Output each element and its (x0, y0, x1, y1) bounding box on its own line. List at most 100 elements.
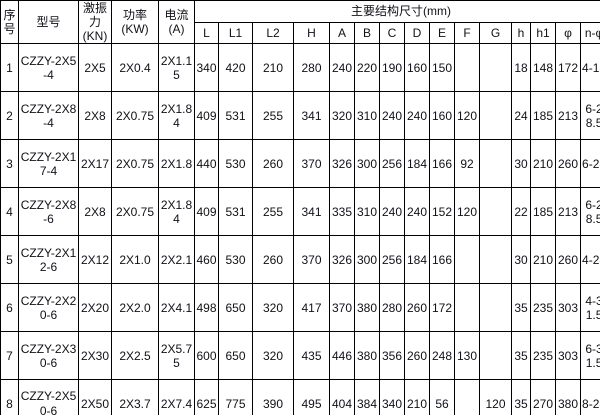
cell-C: 340 (379, 379, 405, 415)
cell-L: 625 (194, 379, 219, 415)
cell-L: 409 (194, 91, 219, 141)
cell-power: 2X0.75 (111, 91, 159, 141)
header-dim-phi: φ (555, 21, 581, 45)
cell-h: 24 (511, 91, 531, 141)
cell-force: 2X8 (78, 91, 112, 141)
cell-B: 380 (354, 331, 380, 381)
cell-power: 2X2.0 (111, 283, 159, 333)
cell-L1: 531 (218, 187, 253, 237)
cell-D: 160 (404, 43, 430, 93)
cell-nphi: 4-18 (579, 43, 600, 93)
cell-nphi: 6-28 (579, 139, 600, 189)
cell-F: 120 (454, 91, 480, 141)
cell-H: 370 (293, 139, 330, 189)
cell-index: 8 (0, 379, 19, 415)
cell-force: 2X20 (78, 283, 112, 333)
cell-A: 326 (329, 235, 355, 285)
cell-F (454, 235, 480, 285)
header-row-group: 序号 型号 激振力(KN) 功率(KW) 电流(A) 主要结构尺寸(mm) 重量… (0, 0, 600, 45)
cell-nphi: 6-28.5 (579, 187, 600, 237)
cell-F (454, 283, 480, 333)
cell-H: 280 (293, 43, 330, 93)
header-dim-B: B (354, 21, 380, 45)
cell-L: 409 (194, 187, 219, 237)
cell-E: 172 (429, 283, 455, 333)
cell-h1: 148 (530, 43, 556, 93)
table-row: 7 CZZY-2X30-6 2X30 2X2.5 2X5.75 600 650 320 435 4… (0, 331, 600, 381)
cell-F (454, 43, 480, 93)
cell-model: CZZY-2X8-6 (18, 187, 79, 237)
cell-current: 2X1.15 (158, 43, 195, 93)
cell-index: 7 (0, 331, 19, 381)
cell-B: 220 (354, 43, 380, 93)
table-row: 8 CZZY-2X50-6 2X50 2X3.7 2X7.4 625 775 390 495 40… (0, 379, 600, 415)
cell-phi: 303 (555, 283, 581, 333)
cell-E: 56 (429, 379, 455, 415)
cell-G: 120 (479, 379, 512, 415)
cell-E: 150 (429, 43, 455, 93)
cell-power: 2X0.75 (111, 187, 159, 237)
cell-L1: 775 (218, 379, 253, 415)
cell-E: 160 (429, 91, 455, 141)
cell-force: 2X8 (78, 187, 112, 237)
cell-phi: 260 (555, 235, 581, 285)
table-header: 序号 型号 激振力(KN) 功率(KW) 电流(A) 主要结构尺寸(mm) 重量… (0, 0, 600, 45)
cell-B: 310 (354, 91, 380, 141)
cell-model: CZZY-2X20-6 (18, 283, 79, 333)
cell-model: CZZY-2X50-6 (18, 379, 79, 415)
cell-F: 120 (454, 187, 480, 237)
cell-H: 417 (293, 283, 330, 333)
header-row-dims: L L1 L2 H A B C D E F G h h1 φ n-φ (1, 21, 600, 45)
cell-current: 2X1.84 (158, 187, 195, 237)
header-dim-L: L (194, 21, 219, 45)
cell-L1: 530 (218, 235, 253, 285)
cell-power: 2X0.4 (111, 43, 159, 93)
cell-C: 240 (379, 91, 405, 141)
header-current: 电流(A) (158, 0, 195, 45)
cell-power: 2X1.0 (111, 235, 159, 285)
cell-power: 2X0.75 (111, 139, 159, 189)
cell-index: 1 (0, 43, 19, 93)
cell-D: 240 (404, 91, 430, 141)
cell-L: 440 (194, 139, 219, 189)
cell-F: 92 (454, 139, 480, 189)
cell-nphi: 6-31.5 (579, 331, 600, 381)
cell-index: 4 (0, 187, 19, 237)
cell-phi: 303 (555, 331, 581, 381)
header-dim-F: F (454, 21, 480, 45)
cell-B: 380 (354, 283, 380, 333)
cell-C: 280 (379, 283, 405, 333)
cell-L2: 390 (252, 379, 294, 415)
cell-h1: 185 (530, 187, 556, 237)
cell-A: 335 (329, 187, 355, 237)
cell-L2: 260 (252, 235, 294, 285)
cell-L1: 650 (218, 283, 253, 333)
cell-A: 404 (329, 379, 355, 415)
cell-h1: 235 (530, 331, 556, 381)
cell-index: 6 (0, 283, 19, 333)
cell-L2: 255 (252, 91, 294, 141)
cell-nphi: 4-28 (579, 235, 600, 285)
table-body: 1 CZZY-2X5-4 2X5 2X0.4 2X1.15 340 420 210 280 240… (0, 43, 600, 415)
header-dim-h1: h1 (530, 21, 556, 45)
table-row: 1 CZZY-2X5-4 2X5 2X0.4 2X1.15 340 420 210 280 240… (0, 43, 600, 93)
cell-nphi: 8-28 (579, 379, 600, 415)
cell-h1: 270 (530, 379, 556, 415)
cell-G (479, 187, 512, 237)
header-dimensions-group: 主要结构尺寸(mm) (193, 0, 600, 23)
cell-E: 166 (429, 139, 455, 189)
cell-L: 498 (194, 283, 219, 333)
cell-G (479, 331, 512, 381)
cell-model: CZZY-2X17-4 (18, 139, 79, 189)
cell-model: CZZY-2X8-4 (18, 91, 79, 141)
table-row: 2 CZZY-2X8-4 2X8 2X0.75 2X1.84 409 531 255 341 32… (0, 91, 600, 141)
cell-model: CZZY-2X5-4 (18, 43, 79, 93)
header-dim-D: D (404, 21, 430, 45)
header-dim-n-phi: n-φ (579, 21, 600, 45)
cell-force: 2X30 (78, 331, 112, 381)
cell-D: 210 (404, 379, 430, 415)
header-dim-G: G (479, 21, 512, 45)
cell-H: 341 (293, 187, 330, 237)
cell-phi: 260 (555, 139, 581, 189)
